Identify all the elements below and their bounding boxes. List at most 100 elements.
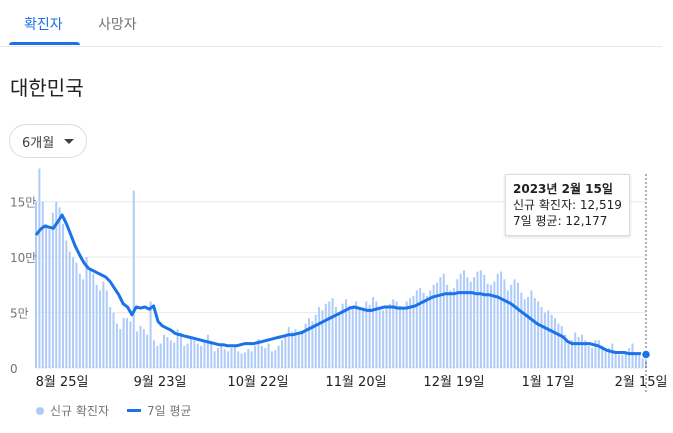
case-bar bbox=[173, 342, 176, 368]
case-bar bbox=[560, 325, 563, 368]
case-bar bbox=[257, 339, 260, 368]
case-bar bbox=[291, 331, 294, 368]
case-bar bbox=[516, 282, 519, 368]
case-bar bbox=[365, 301, 368, 368]
case-bar bbox=[78, 273, 81, 368]
case-bar bbox=[638, 354, 641, 368]
case-bar bbox=[634, 354, 637, 368]
legend-line-label: 7일 평균 bbox=[147, 404, 192, 418]
case-bar bbox=[210, 343, 213, 368]
case-bar bbox=[41, 201, 44, 368]
case-bar bbox=[368, 304, 371, 368]
case-bar bbox=[500, 271, 503, 368]
case-bar bbox=[179, 332, 182, 368]
case-bar bbox=[415, 290, 418, 368]
case-bar bbox=[61, 223, 64, 368]
case-bar bbox=[72, 257, 75, 368]
case-bar bbox=[506, 290, 509, 368]
case-bar bbox=[631, 343, 634, 368]
case-bar bbox=[614, 351, 617, 368]
case-bar bbox=[378, 308, 381, 368]
region-title: 대한민국 bbox=[10, 76, 84, 100]
case-bar bbox=[247, 349, 250, 368]
case-bar bbox=[446, 284, 449, 368]
case-bar bbox=[392, 299, 395, 368]
case-bar bbox=[412, 295, 415, 368]
case-bar bbox=[341, 303, 344, 368]
case-bar bbox=[55, 201, 58, 368]
case-bar bbox=[112, 312, 115, 368]
tab-confirmed[interactable]: 확진자 bbox=[24, 17, 63, 33]
case-bar bbox=[361, 310, 364, 368]
case-bar bbox=[48, 229, 51, 368]
case-bar bbox=[419, 288, 422, 368]
case-bar bbox=[348, 305, 351, 368]
case-bar bbox=[136, 331, 139, 368]
case-bar bbox=[206, 334, 209, 368]
case-bar bbox=[334, 307, 337, 368]
tab-bar: 확진자 사망자 bbox=[0, 0, 662, 47]
case-bar bbox=[530, 290, 533, 368]
case-bar bbox=[122, 318, 125, 368]
case-bar bbox=[318, 307, 321, 368]
caret-down-icon bbox=[64, 138, 75, 144]
case-bar bbox=[213, 351, 216, 368]
case-bar bbox=[92, 273, 95, 368]
case-bar bbox=[88, 268, 91, 368]
case-bar bbox=[166, 336, 169, 368]
case-bar bbox=[405, 301, 408, 368]
case-bar bbox=[277, 345, 280, 368]
case-bar bbox=[284, 334, 287, 368]
case-bar bbox=[38, 168, 41, 368]
x-tick-label: 1월 17일 bbox=[522, 375, 575, 390]
case-bar bbox=[483, 274, 486, 368]
case-bar bbox=[580, 334, 583, 368]
case-bar bbox=[537, 301, 540, 368]
cases-chart[interactable]: 0 5만 10만 15만 8월 25일 9월 23일 10월 22일 11월 20일 12월 … bbox=[0, 166, 673, 396]
case-bar bbox=[68, 251, 71, 368]
case-bar bbox=[513, 279, 516, 368]
case-bar bbox=[456, 279, 459, 368]
case-bar bbox=[645, 354, 647, 368]
case-bar bbox=[297, 334, 300, 368]
period-dropdown[interactable]: 6개월 bbox=[9, 124, 87, 158]
case-bar bbox=[375, 301, 378, 368]
case-bar bbox=[119, 329, 122, 368]
case-bar bbox=[237, 351, 240, 368]
case-bar bbox=[75, 262, 78, 368]
y-tick-label: 5만 bbox=[10, 307, 29, 321]
case-bar bbox=[307, 318, 310, 368]
case-bar bbox=[425, 295, 428, 368]
case-bar bbox=[476, 271, 479, 368]
case-bar bbox=[432, 284, 435, 368]
case-bar bbox=[547, 310, 550, 368]
case-bar bbox=[355, 301, 358, 368]
case-bar bbox=[338, 312, 341, 368]
case-bar bbox=[469, 281, 472, 368]
tooltip-date: 2023년 2월 15일 bbox=[513, 182, 613, 196]
case-bar bbox=[260, 345, 263, 368]
case-bar bbox=[186, 343, 189, 368]
legend-bar-marker bbox=[36, 406, 44, 415]
period-label: 6개월 bbox=[22, 135, 55, 151]
case-bar bbox=[628, 348, 631, 368]
tab-deaths[interactable]: 사망자 bbox=[98, 17, 137, 33]
case-bar bbox=[587, 345, 590, 368]
case-bar bbox=[102, 281, 105, 368]
case-bar bbox=[564, 334, 567, 368]
case-bar bbox=[331, 298, 334, 368]
case-bar bbox=[398, 305, 401, 368]
case-bar bbox=[382, 310, 385, 368]
y-tick-label: 0 bbox=[10, 362, 18, 376]
case-bar bbox=[574, 332, 577, 368]
x-tick-label: 11월 20일 bbox=[325, 375, 386, 390]
case-bar bbox=[570, 340, 573, 368]
case-bar bbox=[496, 273, 499, 368]
case-bar bbox=[550, 314, 553, 368]
case-bar bbox=[152, 340, 155, 368]
case-bar bbox=[139, 325, 142, 368]
case-bar bbox=[149, 301, 152, 368]
case-bar bbox=[132, 190, 135, 368]
case-bar bbox=[591, 348, 594, 368]
case-bar bbox=[402, 308, 405, 368]
